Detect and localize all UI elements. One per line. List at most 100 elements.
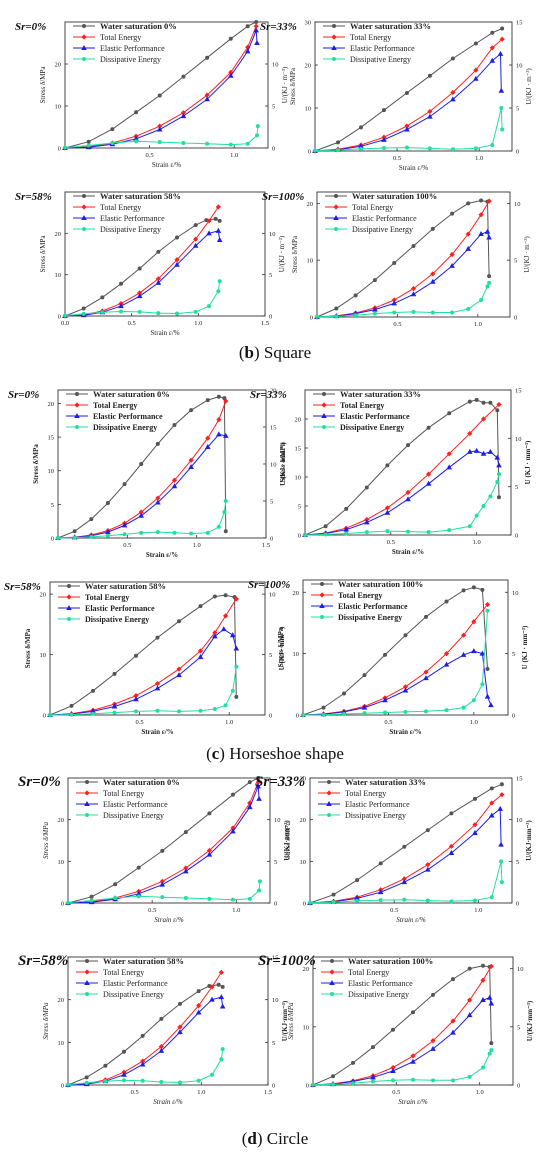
data-point — [206, 851, 213, 857]
data-point — [426, 471, 432, 477]
data-point — [343, 526, 349, 532]
data-point — [244, 48, 251, 54]
y-tick-label: 30 — [300, 776, 307, 783]
x-tick-label: 0.5 — [123, 542, 131, 549]
y2-tick-label: 5 — [270, 499, 273, 506]
y-tick-label: 20 — [300, 817, 307, 824]
caption-b: (b) Square — [238, 343, 312, 362]
data-point — [155, 495, 161, 501]
data-point — [472, 830, 478, 835]
data-point — [460, 651, 467, 657]
data-point — [465, 231, 471, 237]
series-line — [64, 21, 257, 149]
data-point — [485, 284, 490, 289]
data-point — [113, 896, 118, 900]
y2-tick-label: 10 — [269, 231, 276, 238]
data-point — [183, 865, 189, 871]
series-line — [57, 433, 226, 539]
legend-entry: Dissipative Energy — [350, 55, 411, 64]
legend-entry: Total Energy — [93, 401, 137, 410]
data-point — [495, 479, 500, 484]
data-point — [327, 780, 331, 784]
y2-tick-label: 5 — [269, 272, 272, 279]
data-point — [69, 712, 74, 717]
data-point — [323, 532, 328, 537]
legend-entry: Total Energy — [103, 789, 144, 798]
data-point — [256, 776, 261, 780]
data-point — [335, 140, 340, 145]
data-point — [331, 900, 336, 905]
y-tick-label: 20 — [293, 590, 300, 597]
y-tick-label: 20 — [303, 966, 310, 973]
data-point — [480, 450, 487, 456]
y2-tick-label: 0 — [512, 713, 515, 720]
data-point — [405, 489, 411, 496]
data-point — [410, 1058, 416, 1064]
data-point — [66, 594, 72, 600]
data-point — [355, 898, 360, 903]
data-point — [207, 304, 211, 309]
data-point — [81, 45, 87, 50]
x-tick-label: 1.0 — [475, 155, 483, 162]
data-point — [86, 139, 91, 144]
series-line — [309, 861, 503, 904]
data-point — [478, 231, 484, 237]
data-point — [489, 895, 494, 900]
series-line — [49, 628, 237, 716]
plot-frame — [67, 777, 271, 904]
series-line — [314, 107, 503, 152]
x-tick-label: 0.5 — [146, 152, 154, 159]
y-tick-label: 20 — [58, 817, 65, 824]
data-point — [313, 148, 317, 153]
data-point — [494, 454, 501, 460]
data-point — [217, 218, 222, 223]
data-point — [446, 451, 452, 457]
series-line — [309, 783, 503, 904]
data-point — [84, 1075, 89, 1080]
data-point — [497, 50, 504, 56]
data-point — [479, 650, 486, 656]
legend-entry: Total Energy — [85, 593, 129, 602]
data-point — [81, 215, 87, 220]
data-point — [499, 880, 504, 885]
y-tick-label: 10 — [58, 859, 65, 866]
x-tick-label: 1.0 — [474, 321, 482, 328]
data-point — [67, 584, 71, 588]
y2-axis-label: U/(KJ · m⁻³) — [281, 66, 289, 103]
x-tick-label: 1.0 — [474, 907, 482, 914]
y-axis-label: Stress δ/MPa — [32, 444, 40, 484]
data-point — [496, 472, 501, 477]
data-point — [489, 786, 494, 791]
y-axis-label: Stress δ/MPa — [39, 66, 47, 104]
data-point — [193, 223, 198, 228]
series-line — [49, 594, 237, 716]
data-point — [139, 1061, 146, 1067]
y-tick-label: 10 — [295, 475, 302, 482]
data-point — [174, 261, 180, 267]
x-tick-label: 0.5 — [136, 719, 144, 726]
y-tick-label: 10 — [305, 106, 312, 113]
data-point — [425, 862, 431, 868]
data-point — [472, 796, 477, 801]
series-line — [67, 984, 223, 1086]
data-point — [481, 504, 486, 508]
x-axis-label: Strain ε/% — [396, 916, 426, 924]
data-point — [480, 682, 485, 687]
data-point — [110, 127, 115, 132]
plot-frame — [67, 956, 269, 1086]
legend-entry: Water saturation 58% — [85, 581, 166, 591]
data-point — [189, 531, 194, 536]
data-point — [84, 969, 90, 975]
data-point — [484, 693, 491, 699]
data-point — [499, 106, 504, 110]
data-point — [451, 977, 455, 982]
data-point — [402, 687, 409, 693]
data-point — [155, 279, 162, 285]
series-line — [314, 38, 503, 152]
data-point — [253, 27, 259, 33]
data-point — [496, 495, 501, 500]
data-point — [460, 632, 467, 638]
data-point — [134, 139, 139, 144]
data-point — [354, 895, 360, 901]
